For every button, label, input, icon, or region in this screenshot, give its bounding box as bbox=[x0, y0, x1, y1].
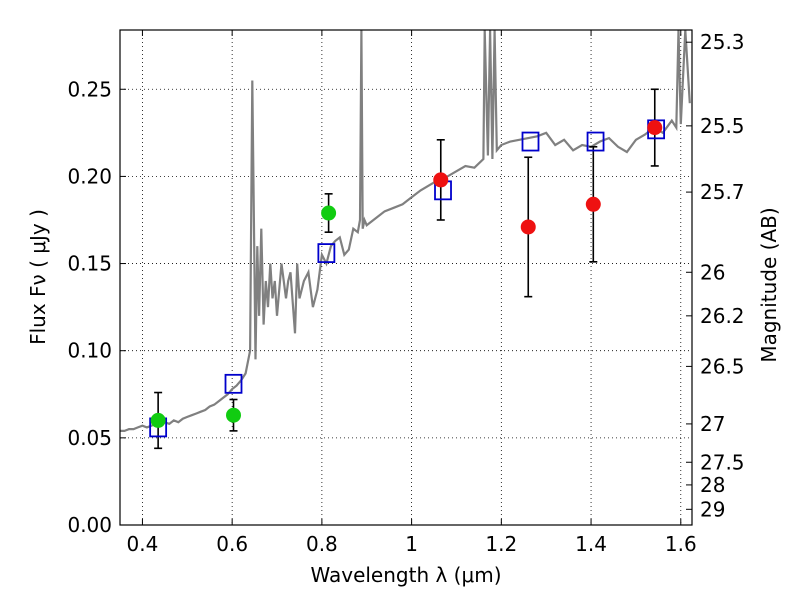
observed-flux-point bbox=[647, 120, 663, 136]
observed-flux-point bbox=[226, 407, 242, 423]
observed-flux-point bbox=[433, 172, 449, 188]
error-bars bbox=[154, 88, 659, 450]
right-tick-label: 27.5 bbox=[700, 450, 745, 474]
x-tick-label: 1.6 bbox=[665, 532, 697, 556]
x-axis-ticks: 0.4 0.6 0.8 1 1.2 1.4 1.6 bbox=[127, 30, 697, 556]
x-tick-label: 0.8 bbox=[306, 532, 338, 556]
model-photometry-square bbox=[521, 131, 540, 152]
y-tick-label: 0.00 bbox=[67, 513, 112, 537]
observed-photometry-markers bbox=[150, 120, 663, 428]
right-tick-label: 29 bbox=[700, 497, 725, 521]
x-axis-label: Wavelength λ (μm) bbox=[310, 563, 501, 587]
observed-flux-point bbox=[520, 219, 536, 235]
right-tick-label: 25.3 bbox=[700, 30, 745, 54]
right-tick-label: 28 bbox=[700, 473, 725, 497]
y-tick-label: 0.05 bbox=[67, 426, 112, 450]
right-tick-label: 26.2 bbox=[700, 304, 745, 328]
right-tick-label: 26.5 bbox=[700, 354, 745, 378]
y-axis-ticks: 0.00 0.05 0.10 0.15 0.20 0.25 bbox=[67, 77, 126, 537]
grid-lines bbox=[120, 30, 692, 526]
right-tick-label: 27 bbox=[700, 412, 725, 436]
right-axis-label: Magnitude (AB) bbox=[757, 207, 781, 362]
x-tick-label: 1 bbox=[405, 532, 418, 556]
y-tick-label: 0.25 bbox=[67, 77, 112, 101]
observed-flux-point bbox=[150, 412, 166, 428]
model-curve-layer bbox=[120, 30, 691, 432]
y-axis-label: Flux Fν ( μJy ) bbox=[26, 209, 50, 345]
plot-frame bbox=[119, 29, 693, 526]
model-photometry-square bbox=[586, 131, 605, 152]
x-tick-label: 1.2 bbox=[485, 532, 517, 556]
observed-flux-point bbox=[585, 196, 601, 212]
right-tick-label: 25.5 bbox=[700, 114, 745, 138]
x-tick-label: 1.4 bbox=[575, 532, 607, 556]
y-tick-label: 0.10 bbox=[67, 339, 112, 363]
y-tick-label: 0.15 bbox=[67, 252, 112, 276]
x-tick-label: 0.4 bbox=[127, 532, 159, 556]
x-tick-label: 0.6 bbox=[216, 532, 248, 556]
y-tick-label: 0.20 bbox=[67, 164, 112, 188]
observed-flux-point bbox=[321, 205, 337, 221]
model-photometry-square bbox=[224, 373, 243, 394]
right-tick-label: 25.7 bbox=[700, 180, 745, 204]
right-tick-label: 26 bbox=[700, 260, 725, 284]
model-photometry-square bbox=[317, 243, 336, 263]
model-spectrum-line bbox=[120, 30, 691, 432]
model-photometry-markers bbox=[149, 119, 666, 438]
